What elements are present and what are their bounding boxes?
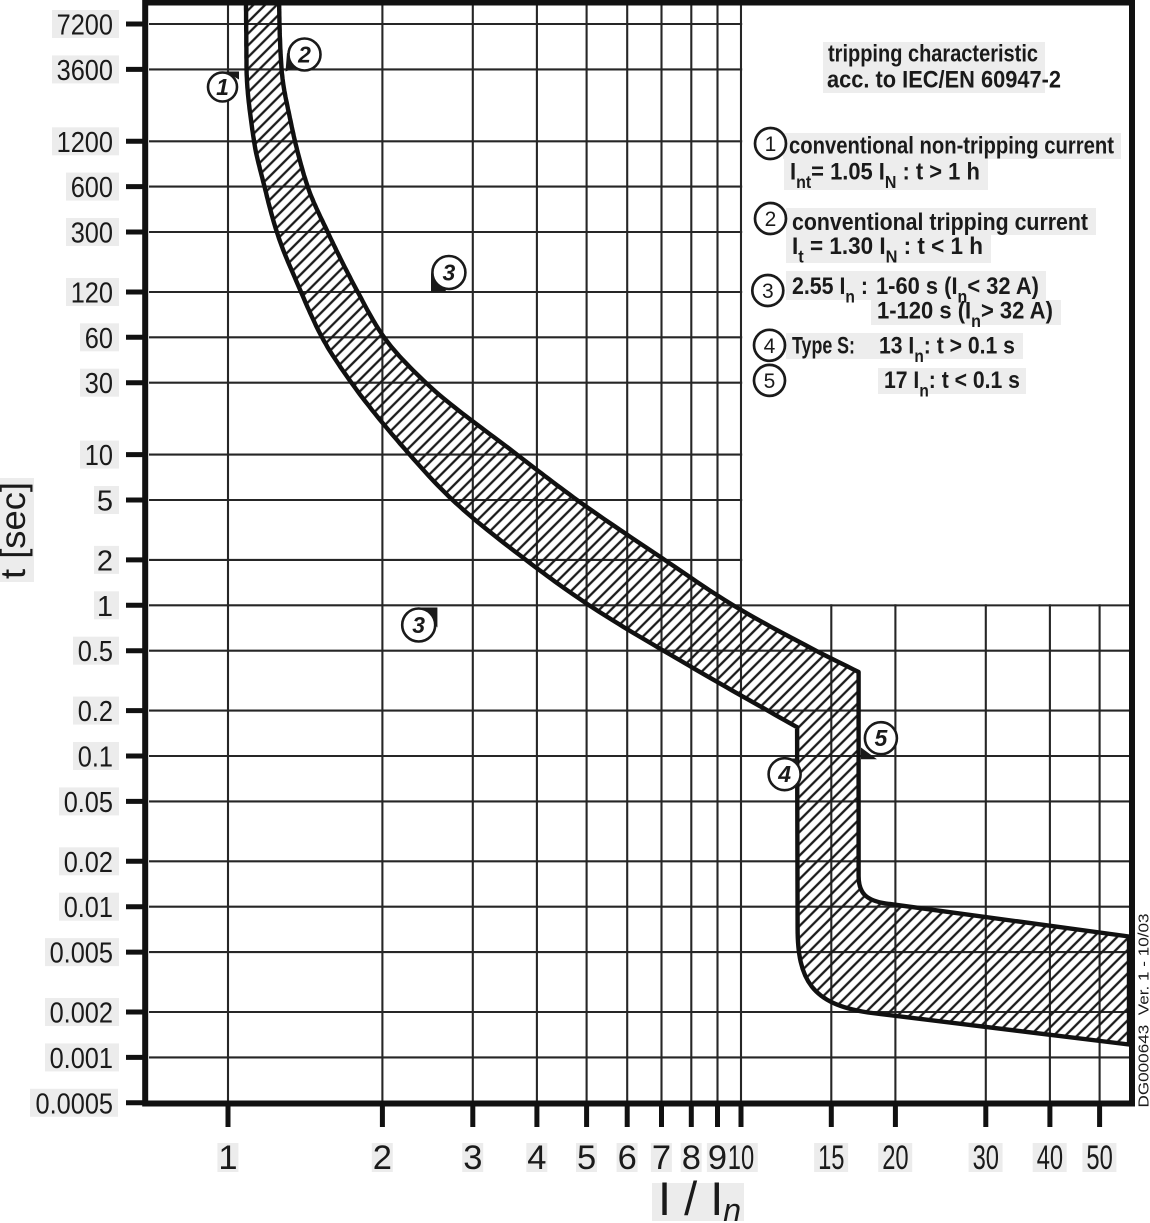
svg-text:30: 30 — [973, 1139, 999, 1177]
svg-text:120: 120 — [71, 278, 113, 310]
svg-text:Type S:: Type S: — [792, 333, 855, 359]
svg-text:3: 3 — [412, 612, 425, 638]
svg-text:2: 2 — [373, 1139, 392, 1177]
svg-text:conventional tripping current: conventional tripping current — [792, 209, 1088, 236]
svg-text:5: 5 — [97, 486, 113, 518]
svg-text:conventional non-tripping curr: conventional non-tripping current — [789, 133, 1114, 160]
svg-text:0.01: 0.01 — [64, 892, 113, 924]
svg-text:0.02: 0.02 — [64, 847, 113, 879]
svg-text:40: 40 — [1037, 1139, 1063, 1177]
svg-text:0.0005: 0.0005 — [36, 1088, 114, 1120]
svg-text:3: 3 — [443, 260, 456, 286]
svg-text:2: 2 — [97, 545, 113, 577]
svg-text:300: 300 — [71, 218, 113, 250]
svg-text:8: 8 — [682, 1139, 701, 1177]
svg-text:600: 600 — [71, 172, 113, 204]
svg-text:9: 9 — [708, 1139, 727, 1177]
svg-text:1: 1 — [216, 74, 229, 100]
svg-text:1-60 s (In​< 32 A): 1-60 s (In​< 32 A) — [876, 272, 1039, 307]
svg-text:acc. to IEC/EN 60947-2: acc. to IEC/EN 60947-2 — [827, 67, 1061, 94]
svg-text:60: 60 — [85, 323, 113, 355]
svg-text:1200: 1200 — [57, 127, 113, 159]
svg-text:4: 4 — [527, 1139, 546, 1177]
svg-text:13 In​: t > 0.1 s: 13 In​: t > 0.1 s — [879, 332, 1015, 366]
svg-text:0.05: 0.05 — [64, 787, 113, 819]
svg-text:10: 10 — [728, 1139, 754, 1177]
svg-text:0.001: 0.001 — [50, 1043, 113, 1075]
svg-text:3: 3 — [762, 280, 774, 303]
svg-text:2: 2 — [297, 42, 311, 68]
svg-text:tripping characteristic: tripping characteristic — [828, 41, 1038, 68]
svg-text:1: 1 — [765, 133, 777, 156]
svg-text:6: 6 — [618, 1139, 637, 1177]
svg-text:0.2: 0.2 — [78, 696, 113, 728]
svg-text:DG000643 Ver. 1 - 10/03: DG000643 Ver. 1 - 10/03 — [1137, 914, 1150, 1108]
svg-text:1-120 s (In​> 32 A): 1-120 s (In​> 32 A) — [877, 297, 1053, 332]
svg-text:1: 1 — [97, 591, 113, 623]
svg-text:0.5: 0.5 — [78, 636, 113, 668]
svg-text:t [sec]: t [sec] — [0, 482, 33, 579]
svg-text:20: 20 — [882, 1139, 908, 1177]
svg-text:4: 4 — [777, 761, 791, 787]
svg-text:30: 30 — [85, 368, 113, 400]
svg-text:5: 5 — [577, 1139, 596, 1177]
svg-text:3: 3 — [463, 1139, 482, 1177]
svg-text:1: 1 — [218, 1139, 237, 1177]
svg-text:2.55 In​ :: 2.55 In​ : — [792, 272, 868, 307]
svg-text:3600: 3600 — [57, 55, 113, 87]
svg-text:50: 50 — [1086, 1139, 1112, 1177]
svg-text:5: 5 — [764, 370, 776, 393]
svg-text:Int​= 1.05 IN​ : t > 1 h: Int​= 1.05 IN​ : t > 1 h — [790, 158, 980, 193]
svg-text:0.1: 0.1 — [78, 742, 113, 774]
svg-text:0.005: 0.005 — [50, 938, 113, 970]
svg-text:7: 7 — [652, 1139, 671, 1177]
svg-text:5: 5 — [875, 725, 889, 751]
svg-text:4: 4 — [764, 335, 776, 358]
svg-text:17 In​: t < 0.1 s: 17 In​: t < 0.1 s — [884, 367, 1020, 401]
svg-text:0.002: 0.002 — [50, 998, 113, 1030]
svg-text:7200: 7200 — [57, 10, 113, 42]
svg-text:10: 10 — [85, 440, 113, 472]
svg-text:2: 2 — [765, 208, 777, 231]
svg-text:It​ = 1.30 IN​ : t < 1 h: It​ = 1.30 IN​ : t < 1 h — [792, 232, 983, 266]
svg-text:15: 15 — [818, 1139, 844, 1177]
